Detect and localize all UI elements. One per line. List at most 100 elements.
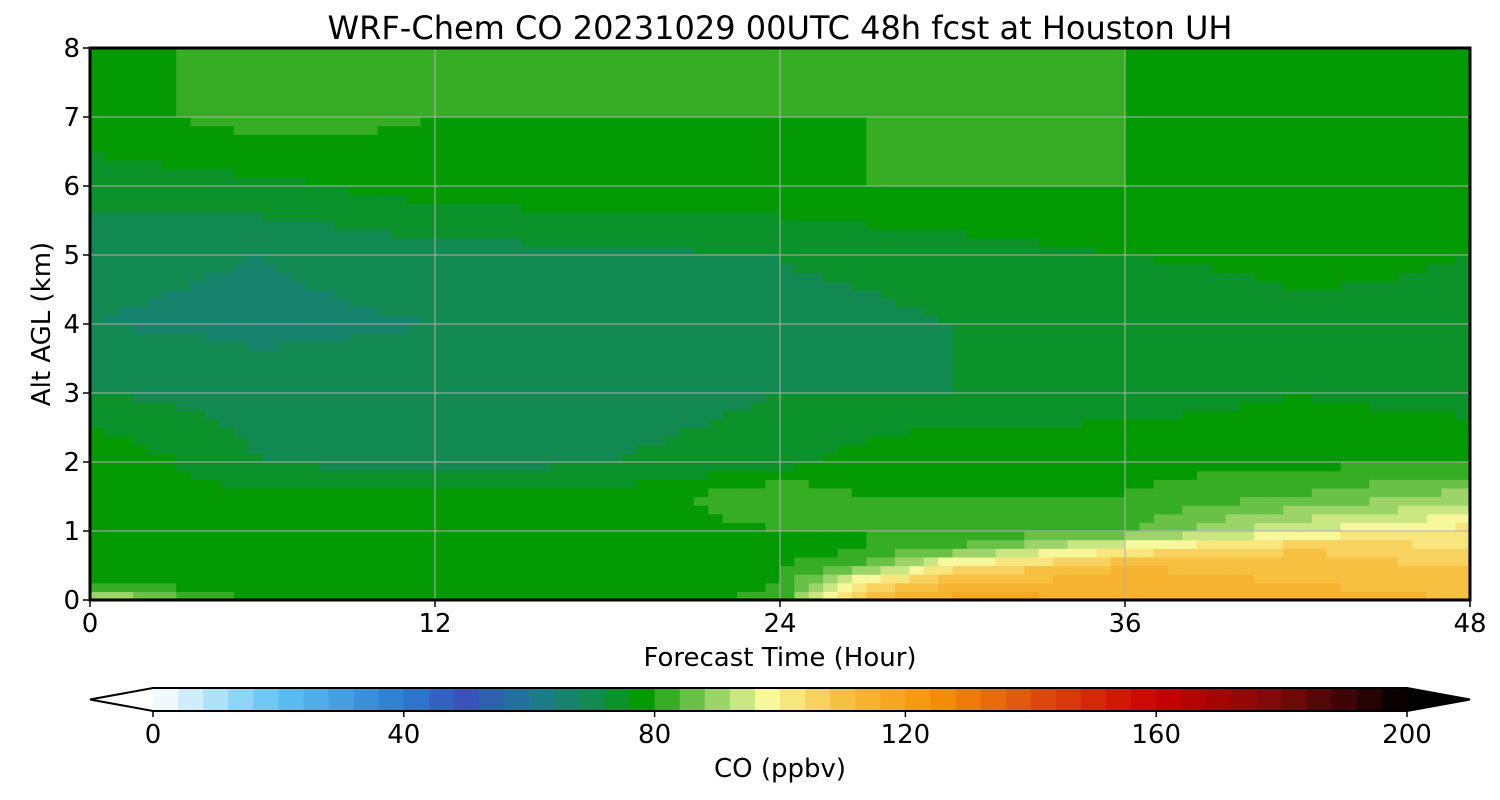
heatmap-cell [1096,263,1112,273]
heatmap-cell [1426,470,1442,480]
heatmap-cell [90,151,105,161]
heatmap-cell [952,289,968,299]
heatmap-cell [1010,539,1025,549]
heatmap-cell [1355,306,1370,316]
heatmap-cell [794,280,810,291]
heatmap-cell [1311,349,1327,360]
heatmap-cell [923,453,939,463]
heatmap-cell [478,306,494,316]
heatmap-cell [1340,289,1356,299]
heatmap-cell [391,194,407,204]
heatmap-cell [190,436,206,446]
heatmap-cell [1038,565,1054,575]
heatmap-cell [1110,229,1126,239]
heatmap-cell [751,384,767,394]
heatmap-cell [492,341,508,351]
heatmap-cell [981,470,997,480]
heatmap-cell [823,263,839,273]
heatmap-cell [1426,513,1442,523]
heatmap-cell [1297,513,1313,523]
heatmap-cell [607,306,623,316]
heatmap-cell [593,418,609,429]
heatmap-cell [492,324,508,334]
heatmap-cell [736,436,752,446]
heatmap-cell [492,229,508,239]
heatmap-cell [377,272,393,282]
heatmap-cell [1426,229,1442,239]
heatmap-cell [1067,548,1083,558]
heatmap-cell [665,470,680,480]
heatmap-cell [751,168,767,178]
heatmap-cell [1081,384,1097,394]
heatmap-cell [205,427,220,437]
heatmap-cell [320,358,335,368]
heatmap-cell [1196,341,1212,351]
heatmap-cell [1383,427,1399,437]
heatmap-cell [391,539,407,549]
heatmap-cell [1311,151,1327,161]
heatmap-cell [665,263,680,273]
heatmap-cell [506,470,522,480]
heatmap-cell [1455,306,1470,316]
heatmap-cell [1412,522,1428,532]
heatmap-cell [176,410,192,420]
heatmap-cell [679,513,695,523]
heatmap-cell [736,591,752,600]
heatmap-cell [938,444,954,454]
heatmap-cell [636,306,652,316]
heatmap-cell [909,470,925,480]
heatmap-cell [190,384,206,394]
heatmap-cell [966,255,982,265]
heatmap-cell [650,177,666,187]
heatmap-cell [1369,574,1385,584]
heatmap-cell [1225,401,1241,411]
heatmap-cell [248,298,264,308]
heatmap-cell [1211,151,1227,161]
heatmap-cell [248,263,264,273]
heatmap-cell [665,462,680,472]
heatmap-cell [607,487,623,498]
heatmap-cell [995,280,1011,291]
heatmap-cell [1153,324,1169,334]
heatmap-cell [320,341,335,351]
heatmap-cell [564,462,580,472]
heatmap-cell [291,211,307,222]
heatmap-cell [938,470,954,480]
heatmap-cell [665,375,680,385]
heatmap-cell [176,496,192,506]
heatmap-cell [1139,263,1155,273]
heatmap-cell [722,367,738,377]
heatmap-cell [90,444,105,454]
heatmap-cell [938,306,954,316]
heatmap-cell [248,349,264,360]
heatmap-cell [1125,591,1140,600]
heatmap-cell [578,358,594,368]
heatmap-cell [708,479,724,489]
heatmap-cell [1240,211,1255,222]
heatmap-cell [1283,349,1299,360]
heatmap-cell [420,168,436,178]
heatmap-cell [780,548,795,558]
heatmap-cell [794,522,810,532]
heatmap-cell [435,574,450,584]
heatmap-cell [1283,522,1299,532]
heatmap-cell [1268,418,1284,429]
heatmap-cell [334,531,350,541]
heatmap-cell [1010,418,1025,429]
heatmap-cell [1455,556,1470,567]
heatmap-cell [765,220,781,230]
heatmap-cell [607,177,623,187]
heatmap-cell [1067,203,1083,213]
heatmap-cell [1182,384,1198,394]
heatmap-cell [794,151,810,161]
heatmap-cell [981,427,997,437]
heatmap-cell [866,229,882,239]
heatmap-cell [391,168,407,178]
heatmap-cell [161,513,177,523]
heatmap-cell [463,211,479,222]
heatmap-cell [1268,203,1284,213]
heatmap-cell [463,565,479,575]
heatmap-cell [449,237,465,247]
heatmap-cell [1455,513,1470,523]
heatmap-cell [535,479,551,489]
